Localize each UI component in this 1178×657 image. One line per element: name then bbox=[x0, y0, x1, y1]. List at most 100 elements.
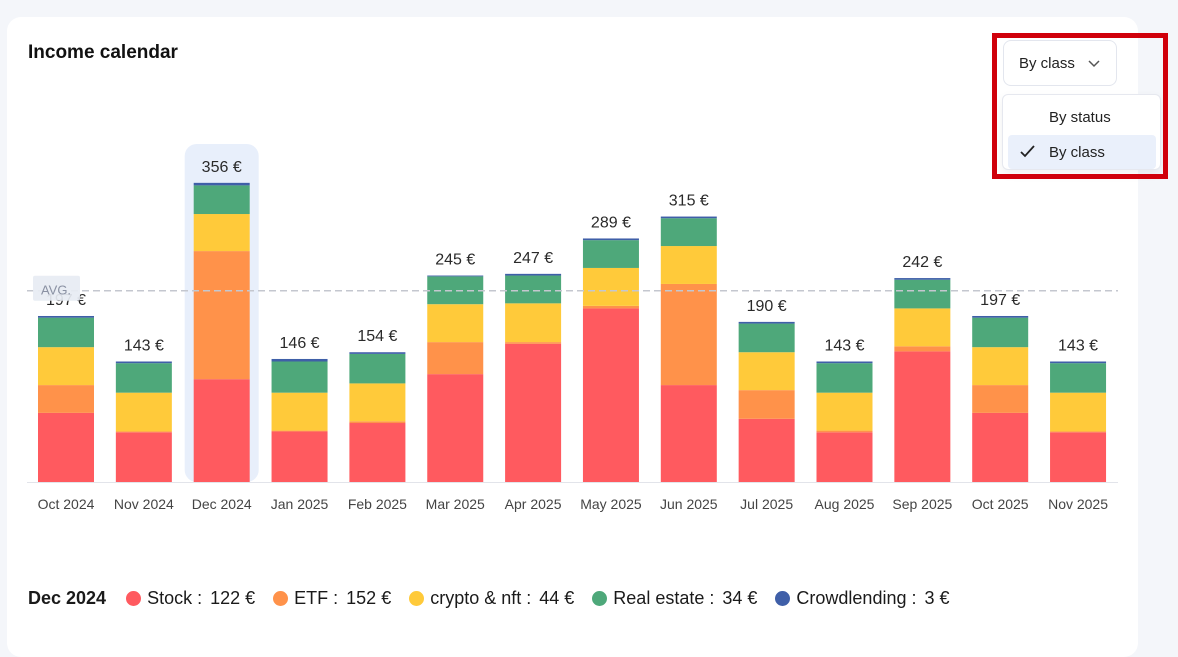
legend-month: Dec 2024 bbox=[28, 588, 107, 608]
bar-segment[interactable] bbox=[582, 308, 639, 482]
bar-segment[interactable] bbox=[894, 346, 951, 352]
bar-segment[interactable] bbox=[349, 383, 406, 422]
bar-segment[interactable] bbox=[505, 342, 562, 344]
bar-segment[interactable] bbox=[972, 412, 1029, 482]
group-by-dropdown[interactable]: By class bbox=[1003, 40, 1117, 86]
bar-total-label: 247 € bbox=[513, 250, 553, 267]
bar-segment[interactable] bbox=[1050, 363, 1107, 393]
bar-segment[interactable] bbox=[972, 317, 1029, 348]
bar-segment[interactable] bbox=[660, 218, 717, 247]
x-tick-label: Sep 2025 bbox=[892, 496, 952, 512]
bar-segment[interactable] bbox=[894, 279, 951, 309]
bar-segment[interactable] bbox=[115, 361, 172, 364]
bar-segment[interactable] bbox=[894, 308, 951, 347]
bar-segment[interactable] bbox=[738, 323, 795, 353]
bar-segment[interactable] bbox=[38, 317, 94, 348]
bar-segment[interactable] bbox=[193, 185, 250, 215]
bar-segment[interactable] bbox=[115, 431, 172, 433]
bar-total-label: 356 € bbox=[202, 159, 242, 176]
bar-segment[interactable] bbox=[816, 361, 873, 364]
bar-segment[interactable] bbox=[505, 275, 562, 304]
bar-segment[interactable] bbox=[271, 361, 328, 393]
menu-item-label: By class bbox=[1049, 143, 1105, 161]
legend-value: 122 € bbox=[210, 588, 256, 608]
bar-segment[interactable] bbox=[738, 418, 795, 482]
bar-segment[interactable] bbox=[505, 343, 562, 482]
group-by-menu: By status By class bbox=[1002, 94, 1161, 170]
bar-segment[interactable] bbox=[816, 363, 873, 393]
x-tick-label: May 2025 bbox=[580, 496, 642, 512]
x-tick-label: Jan 2025 bbox=[271, 496, 329, 512]
bar-segment[interactable] bbox=[738, 321, 795, 324]
legend-value: 44 € bbox=[539, 588, 575, 608]
bar-segment[interactable] bbox=[816, 392, 873, 431]
bar-segment[interactable] bbox=[427, 374, 484, 482]
bar-total-label: 143 € bbox=[124, 337, 164, 354]
bar-segment[interactable] bbox=[193, 379, 250, 482]
x-tick-label: Apr 2025 bbox=[505, 496, 562, 512]
bar-segment[interactable] bbox=[660, 385, 717, 482]
bar-segment[interactable] bbox=[349, 352, 406, 354]
bar-segment[interactable] bbox=[894, 278, 951, 280]
bar-segment[interactable] bbox=[38, 315, 94, 318]
legend-dot bbox=[126, 591, 142, 606]
legend-name: Stock : bbox=[147, 588, 203, 608]
bar-segment[interactable] bbox=[582, 238, 639, 241]
bar-segment[interactable] bbox=[972, 347, 1029, 386]
bar-total-label: 245 € bbox=[435, 252, 475, 269]
bar-segment[interactable] bbox=[271, 430, 328, 432]
bar-segment[interactable] bbox=[115, 432, 172, 482]
menu-item-by-class[interactable]: By class bbox=[1008, 135, 1156, 169]
bar-segment[interactable] bbox=[38, 385, 94, 413]
bar-segment[interactable] bbox=[1050, 392, 1107, 432]
bar-segment[interactable] bbox=[271, 392, 328, 431]
bar-segment[interactable] bbox=[816, 432, 873, 482]
x-tick-label: Nov 2025 bbox=[1048, 496, 1108, 512]
bar-segment[interactable] bbox=[349, 421, 406, 424]
bar-segment[interactable] bbox=[115, 392, 172, 432]
bar-segment[interactable] bbox=[660, 246, 717, 284]
bar-segment[interactable] bbox=[972, 385, 1029, 413]
x-tick-label: Dec 2024 bbox=[192, 496, 252, 512]
bar-segment[interactable] bbox=[582, 267, 639, 306]
bar-segment[interactable] bbox=[193, 182, 250, 186]
legend-dot bbox=[592, 591, 608, 606]
bar-segment[interactable] bbox=[349, 353, 406, 384]
bar-segment[interactable] bbox=[1050, 432, 1107, 482]
bar-segment[interactable] bbox=[115, 363, 172, 393]
x-tick-label: Oct 2025 bbox=[972, 496, 1029, 512]
bar-segment[interactable] bbox=[193, 214, 250, 252]
bar-segment[interactable] bbox=[193, 251, 250, 380]
bar-total-label: 289 € bbox=[591, 214, 631, 231]
bar-segment[interactable] bbox=[582, 240, 639, 268]
bar-segment[interactable] bbox=[894, 351, 951, 482]
x-tick-label: Oct 2024 bbox=[38, 496, 95, 512]
bar-segment[interactable] bbox=[505, 303, 562, 343]
legend-name: crypto & nft : bbox=[430, 588, 532, 608]
menu-item-by-status[interactable]: By status bbox=[1008, 100, 1156, 134]
bar-segment[interactable] bbox=[271, 431, 328, 482]
bar-segment[interactable] bbox=[582, 305, 639, 309]
bar-segment[interactable] bbox=[427, 304, 484, 343]
bar-segment[interactable] bbox=[38, 412, 94, 482]
bar-segment[interactable] bbox=[271, 358, 328, 362]
bar-segment[interactable] bbox=[816, 430, 873, 433]
group-by-dropdown-label: By class bbox=[1019, 54, 1075, 72]
x-tick-label: Aug 2025 bbox=[815, 496, 875, 512]
bar-total-label: 197 € bbox=[980, 292, 1020, 309]
bar-segment[interactable] bbox=[1050, 361, 1107, 364]
bar-segment[interactable] bbox=[660, 283, 717, 386]
bar-segment[interactable] bbox=[505, 273, 562, 276]
legend-item-etf: ETF : 152 € bbox=[273, 588, 391, 609]
bar-segment[interactable] bbox=[427, 275, 484, 277]
bar-segment[interactable] bbox=[349, 423, 406, 482]
legend-item-crowdlending: Crowdlending : 3 € bbox=[775, 588, 950, 609]
bar-segment[interactable] bbox=[427, 342, 484, 375]
bar-segment[interactable] bbox=[1050, 431, 1107, 433]
bar-segment[interactable] bbox=[738, 390, 795, 419]
bar-segment[interactable] bbox=[738, 352, 795, 391]
bar-segment[interactable] bbox=[972, 315, 1029, 318]
bar-segment[interactable] bbox=[660, 216, 717, 219]
x-tick-label: Jul 2025 bbox=[740, 496, 793, 512]
bar-segment[interactable] bbox=[38, 347, 94, 386]
